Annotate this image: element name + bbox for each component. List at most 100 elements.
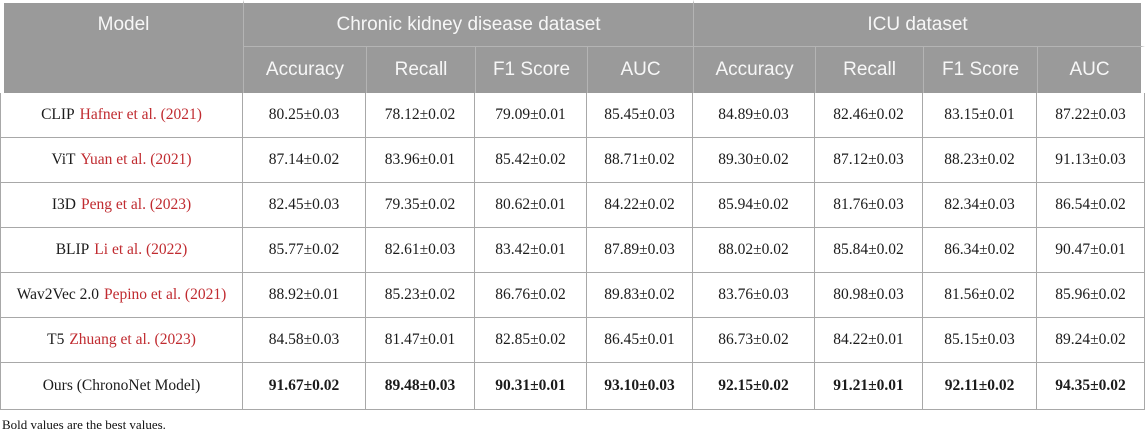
metric-value-cell: 87.14±0.02 <box>243 138 366 183</box>
metric-value-cell: 93.10±0.03 <box>587 363 694 410</box>
metric-value-cell: 89.24±0.02 <box>1037 318 1145 363</box>
column-header-icu-accuracy: Accuracy <box>693 46 816 93</box>
metric-value-cell: 83.15±0.01 <box>923 93 1038 138</box>
group-header-row: Model Chronic kidney disease dataset ICU… <box>0 0 1145 93</box>
metric-value-cell: 89.30±0.02 <box>693 138 816 183</box>
table-row-i3d: I3D Peng et al. (2023) 82.45±0.03 79.35±0… <box>0 183 1145 228</box>
metric-value-cell: 80.98±0.03 <box>815 273 924 318</box>
model-name: I3D <box>51 196 76 213</box>
metric-value-cell: 80.62±0.01 <box>475 183 587 228</box>
metric-value-cell: 86.34±0.02 <box>923 228 1038 273</box>
metric-value-cell: 91.67±0.02 <box>243 363 366 410</box>
metric-value-cell: 82.61±0.03 <box>366 228 475 273</box>
column-header-icu-recall: Recall <box>815 46 924 93</box>
citation-link[interactable]: Zhuang et al. (2023) <box>69 331 196 348</box>
metric-value-cell: 83.76±0.03 <box>693 273 816 318</box>
column-header-ckd-recall: Recall <box>366 46 475 93</box>
model-column-header: Model <box>0 0 243 93</box>
column-header-ckd-f1: F1 Score <box>475 46 587 93</box>
group-header-ckd: Chronic kidney disease dataset <box>243 0 694 46</box>
metric-value-cell: 85.77±0.02 <box>243 228 366 273</box>
table-row-t5: T5 Zhuang et al. (2023) 84.58±0.03 81.47±… <box>0 318 1145 363</box>
table-body: CLIP Hafner et al. (2021) 80.25±0.03 78.1… <box>0 93 1145 410</box>
metric-value-cell: 90.47±0.01 <box>1037 228 1145 273</box>
metric-value-cell: 84.22±0.02 <box>587 183 694 228</box>
metric-value-cell: 85.84±0.02 <box>815 228 924 273</box>
metric-value-cell: 85.96±0.02 <box>1037 273 1145 318</box>
metric-value-cell: 84.22±0.01 <box>815 318 924 363</box>
model-cell: CLIP Hafner et al. (2021) <box>0 93 243 138</box>
metric-value-cell: 81.56±0.02 <box>923 273 1038 318</box>
model-cell: T5 Zhuang et al. (2023) <box>0 318 243 363</box>
metric-value-cell: 83.42±0.01 <box>475 228 587 273</box>
metric-value-cell: 85.42±0.02 <box>475 138 587 183</box>
metric-value-cell: 89.48±0.03 <box>366 363 475 410</box>
model-name: BLIP <box>55 241 90 258</box>
metric-value-cell: 83.96±0.01 <box>366 138 475 183</box>
metric-value-cell: 92.11±0.02 <box>923 363 1038 410</box>
model-name: Ours (ChronoNet Model) <box>42 377 201 394</box>
model-cell: Ours (ChronoNet Model) <box>0 363 243 410</box>
column-header-icu-f1: F1 Score <box>923 46 1038 93</box>
model-name: T5 <box>47 331 65 348</box>
metric-value-cell: 88.71±0.02 <box>587 138 694 183</box>
citation-link[interactable]: Li et al. (2022) <box>94 241 188 258</box>
metric-value-cell: 80.25±0.03 <box>243 93 366 138</box>
table-footnote: Bold values are the best values. <box>2 417 166 432</box>
citation-link[interactable]: Pepino et al. (2021) <box>104 286 227 303</box>
table-row-blip: BLIP Li et al. (2022) 85.77±0.02 82.61±0.… <box>0 228 1145 273</box>
table-row-ours: Ours (ChronoNet Model) 91.67±0.02 89.48±… <box>0 363 1145 410</box>
metric-value-cell: 87.89±0.03 <box>587 228 694 273</box>
metric-value-cell: 85.23±0.02 <box>366 273 475 318</box>
metric-value-cell: 87.22±0.03 <box>1037 93 1145 138</box>
metric-value-cell: 87.12±0.03 <box>815 138 924 183</box>
model-name: CLIP <box>41 106 75 123</box>
citation-link[interactable]: Hafner et al. (2021) <box>79 106 202 123</box>
metric-value-cell: 92.15±0.02 <box>693 363 816 410</box>
column-header-ckd-accuracy: Accuracy <box>243 46 366 93</box>
column-header-icu-auc: AUC <box>1037 46 1145 93</box>
metric-value-cell: 86.54±0.02 <box>1037 183 1145 228</box>
metric-value-cell: 84.89±0.03 <box>693 93 816 138</box>
metric-value-cell: 82.85±0.02 <box>475 318 587 363</box>
metric-value-cell: 88.23±0.02 <box>923 138 1038 183</box>
metric-value-cell: 86.73±0.02 <box>693 318 816 363</box>
table-row-wav2vec: Wav2Vec 2.0 Pepino et al. (2021) 88.92±0.… <box>0 273 1145 318</box>
metric-value-cell: 85.15±0.03 <box>923 318 1038 363</box>
model-name: ViT <box>51 151 76 168</box>
metric-value-cell: 91.21±0.01 <box>815 363 924 410</box>
metric-value-cell: 91.13±0.03 <box>1037 138 1145 183</box>
metric-value-cell: 79.09±0.01 <box>475 93 587 138</box>
metric-value-cell: 85.45±0.03 <box>587 93 694 138</box>
metric-value-cell: 84.58±0.03 <box>243 318 366 363</box>
metric-value-cell: 82.45±0.03 <box>243 183 366 228</box>
metric-value-cell: 81.47±0.01 <box>366 318 475 363</box>
table-header: Model Chronic kidney disease dataset ICU… <box>0 0 1145 93</box>
metric-value-cell: 82.34±0.03 <box>923 183 1038 228</box>
model-name: Wav2Vec 2.0 <box>16 286 99 303</box>
model-cell: Wav2Vec 2.0 Pepino et al. (2021) <box>0 273 243 318</box>
metric-value-cell: 86.76±0.02 <box>475 273 587 318</box>
metric-value-cell: 88.92±0.01 <box>243 273 366 318</box>
metric-value-cell: 90.31±0.01 <box>475 363 587 410</box>
metric-value-cell: 86.45±0.01 <box>587 318 694 363</box>
metric-value-cell: 94.35±0.02 <box>1037 363 1145 410</box>
model-cell: ViT Yuan et al. (2021) <box>0 138 243 183</box>
table-row-vit: ViT Yuan et al. (2021) 87.14±0.02 83.96±0… <box>0 138 1145 183</box>
citation-link[interactable]: Yuan et al. (2021) <box>80 151 192 168</box>
metric-header-row: Accuracy Recall F1 Score AUC Accuracy Re… <box>0 46 1145 93</box>
column-header-ckd-auc: AUC <box>587 46 694 93</box>
metric-value-cell: 85.94±0.02 <box>693 183 816 228</box>
results-table: Model Chronic kidney disease dataset ICU… <box>0 0 1145 410</box>
metric-value-cell: 88.02±0.02 <box>693 228 816 273</box>
metric-value-cell: 89.83±0.02 <box>587 273 694 318</box>
metric-value-cell: 79.35±0.02 <box>366 183 475 228</box>
table-row-clip: CLIP Hafner et al. (2021) 80.25±0.03 78.1… <box>0 93 1145 138</box>
metric-value-cell: 82.46±0.02 <box>815 93 924 138</box>
citation-link[interactable]: Peng et al. (2023) <box>80 196 192 213</box>
metric-value-cell: 81.76±0.03 <box>815 183 924 228</box>
model-cell: I3D Peng et al. (2023) <box>0 183 243 228</box>
group-header-icu: ICU dataset <box>693 0 1145 46</box>
metric-value-cell: 78.12±0.02 <box>366 93 475 138</box>
model-cell: BLIP Li et al. (2022) <box>0 228 243 273</box>
